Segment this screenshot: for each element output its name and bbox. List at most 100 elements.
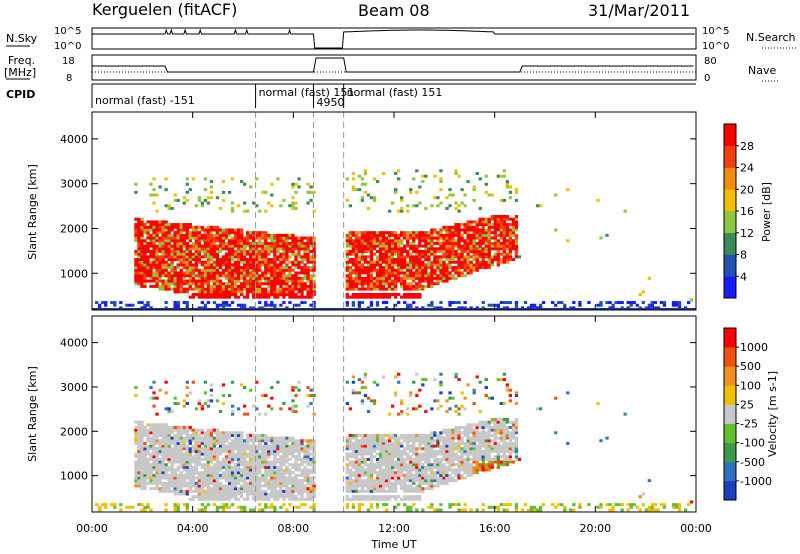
- power-cell: [433, 258, 437, 262]
- power-cell: [439, 244, 443, 248]
- velocity-cell: [239, 441, 244, 445]
- power-cell: [252, 274, 256, 278]
- power-cell: [294, 236, 298, 240]
- power-cell: [297, 287, 301, 291]
- power-cell: [155, 266, 159, 270]
- velocity-cell: [215, 439, 220, 443]
- power-cell: [442, 233, 446, 237]
- power-cell: [161, 252, 165, 256]
- power-cell: [152, 279, 156, 283]
- power-cell: [400, 209, 404, 213]
- power-cell: [182, 244, 186, 248]
- power-cell: [206, 290, 211, 294]
- power-cell: [460, 201, 464, 205]
- power-cell: [478, 220, 482, 224]
- velocity-cell: [309, 479, 313, 483]
- power-cell: [270, 263, 274, 267]
- power-cell: [409, 241, 413, 245]
- velocity-cell: [230, 410, 235, 413]
- power-cell: [394, 190, 398, 194]
- velocity-cell: [369, 452, 374, 456]
- power-cell: [143, 274, 147, 278]
- velocity-cell: [191, 471, 195, 475]
- power-cell: [167, 206, 171, 210]
- velocity-cell: [146, 436, 150, 440]
- power-cell: [158, 241, 162, 245]
- velocity-cell: [194, 471, 198, 475]
- power-cell: [457, 233, 461, 237]
- velocity-cell: [252, 497, 256, 501]
- power-cell: [249, 263, 253, 267]
- velocity-cell: [161, 428, 165, 432]
- power-cell: [236, 252, 241, 256]
- velocity-cell: [149, 465, 153, 469]
- power-cell: [460, 236, 464, 240]
- velocity-cell: [397, 444, 401, 448]
- power-cell: [623, 209, 627, 213]
- power-cell: [279, 290, 283, 294]
- power-cell: [249, 266, 253, 270]
- velocity-cell: [255, 455, 259, 459]
- power-cell: [348, 271, 353, 275]
- power-cell: [200, 279, 205, 283]
- power-cell: [442, 255, 446, 259]
- power-cell: [439, 233, 443, 237]
- power-cell: [194, 247, 198, 251]
- power-cell: [285, 244, 289, 248]
- power-cell: [218, 239, 223, 243]
- power-cell: [252, 266, 256, 270]
- power-cell: [197, 274, 202, 278]
- power-cell: [279, 271, 283, 275]
- velocity-cell: [366, 436, 371, 440]
- velocity-cell: [363, 468, 368, 472]
- power-cell: [384, 271, 389, 275]
- power-cell: [288, 204, 292, 208]
- power-cell: [363, 287, 368, 291]
- power-cell: [149, 223, 153, 227]
- power-cell: [421, 233, 425, 237]
- velocity-cell: [185, 431, 189, 435]
- power-cell: [418, 241, 422, 245]
- velocity-cell: [170, 463, 174, 467]
- velocity-cell: [288, 481, 292, 485]
- velocity-cell: [285, 481, 289, 485]
- velocity-cell: [170, 455, 174, 459]
- power-cell: [297, 279, 301, 283]
- power-cell: [179, 241, 183, 245]
- power-cell: [312, 306, 316, 310]
- power-cell: [415, 266, 419, 270]
- velocity-cell: [354, 433, 359, 437]
- velocity-cell: [221, 436, 226, 440]
- velocity-cell: [140, 425, 144, 429]
- velocity-cell: [375, 497, 380, 501]
- power-cell: [469, 239, 473, 243]
- velocity-cell: [366, 452, 371, 456]
- velocity-cell: [185, 380, 189, 384]
- power-cell: [445, 263, 449, 267]
- power-cell: [418, 231, 422, 235]
- power-cell: [152, 239, 156, 243]
- power-cell: [155, 209, 159, 213]
- power-cell: [372, 236, 377, 240]
- power-cell: [221, 255, 226, 259]
- power-cell: [200, 301, 205, 305]
- velocity-cell: [249, 468, 253, 472]
- power-cell: [140, 258, 144, 262]
- velocity-cell: [179, 441, 183, 445]
- power-cell: [182, 276, 186, 280]
- velocity-cell: [188, 439, 192, 443]
- power-cell: [255, 255, 259, 259]
- velocity-cell: [146, 481, 150, 485]
- power-cell: [409, 188, 413, 192]
- power-cell: [384, 301, 389, 305]
- velocity-cell: [194, 468, 198, 472]
- velocity-cell: [397, 439, 401, 443]
- power-cell: [197, 287, 202, 291]
- power-cell: [493, 223, 497, 227]
- power-cell: [357, 236, 362, 240]
- power-cell: [430, 274, 434, 278]
- velocity-cell: [239, 431, 244, 435]
- power-cell: [390, 233, 395, 237]
- power-cell: [233, 249, 238, 253]
- freq-trace: [92, 57, 694, 73]
